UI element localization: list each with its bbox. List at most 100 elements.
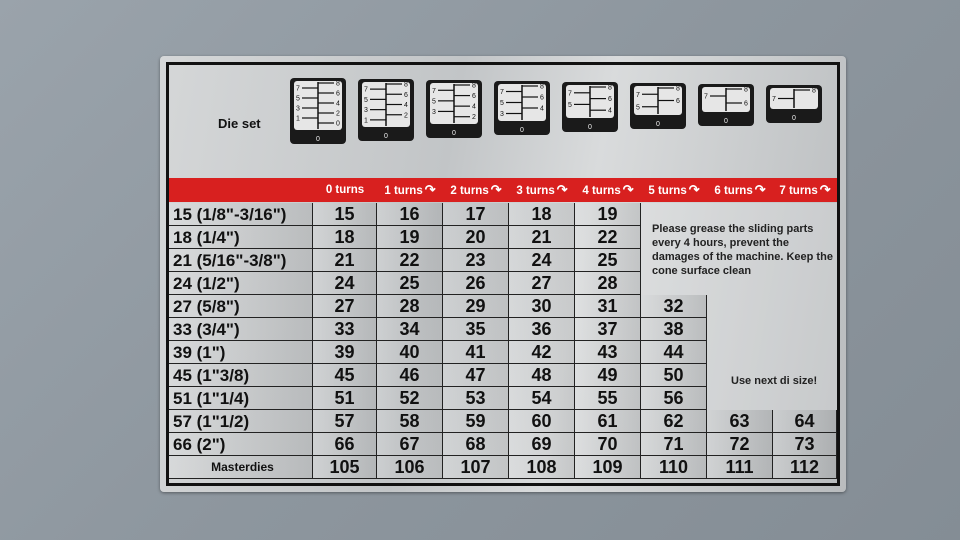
table-cell: 52 bbox=[377, 387, 443, 410]
table-cell: 67 bbox=[377, 433, 443, 456]
svg-text:8: 8 bbox=[812, 88, 816, 95]
table-cell: 18 bbox=[509, 203, 575, 226]
row-label: 15 (1/8"-3/16") bbox=[169, 203, 313, 226]
table-cell: 48 bbox=[509, 364, 575, 387]
svg-text:6: 6 bbox=[540, 95, 544, 102]
svg-text:0: 0 bbox=[452, 130, 456, 137]
table-cell: 30 bbox=[509, 295, 575, 318]
table-cell: 109 bbox=[575, 456, 641, 479]
svg-text:6: 6 bbox=[676, 98, 680, 105]
svg-text:0: 0 bbox=[336, 121, 340, 128]
svg-text:7: 7 bbox=[772, 96, 776, 103]
row-label: 24 (1/2") bbox=[169, 272, 313, 295]
table-cell: 18 bbox=[313, 226, 377, 249]
svg-text:1: 1 bbox=[364, 117, 368, 124]
table-cell: 73 bbox=[773, 433, 837, 456]
row-label: 33 (3/4") bbox=[169, 318, 313, 341]
clockwise-arrow-icon: ↷ bbox=[490, 182, 502, 197]
table-cell: 71 bbox=[641, 433, 707, 456]
table-cell: 28 bbox=[575, 272, 641, 295]
table-cell: 58 bbox=[377, 410, 443, 433]
table-cell: 37 bbox=[575, 318, 641, 341]
die-icon: 8 7 6 5 4 0 bbox=[562, 82, 618, 132]
svg-text:8: 8 bbox=[404, 82, 408, 89]
svg-text:7: 7 bbox=[500, 89, 504, 96]
row-label: Masterdies bbox=[169, 456, 313, 479]
table-cell: 72 bbox=[707, 433, 773, 456]
table-cell: 29 bbox=[443, 295, 509, 318]
svg-text:0: 0 bbox=[656, 121, 660, 128]
svg-text:8: 8 bbox=[744, 87, 748, 94]
svg-text:6: 6 bbox=[472, 93, 476, 100]
table-cell: 31 bbox=[575, 295, 641, 318]
svg-text:3: 3 bbox=[432, 109, 436, 116]
table-cell: 111 bbox=[707, 456, 773, 479]
svg-text:0: 0 bbox=[520, 127, 524, 134]
table-cell: 57 bbox=[313, 410, 377, 433]
clockwise-arrow-icon: ↷ bbox=[754, 182, 766, 197]
header-col-7: 7 turns ↷ bbox=[773, 178, 837, 202]
table-cell: 50 bbox=[641, 364, 707, 387]
svg-text:8: 8 bbox=[676, 86, 680, 93]
turns-header: 0 turns 1 turns ↷ 2 turns ↷ 3 turns ↷ 4 turns ↷ 5… bbox=[169, 178, 837, 202]
table-cell: 62 bbox=[641, 410, 707, 433]
table-cell: 49 bbox=[575, 364, 641, 387]
svg-text:8: 8 bbox=[336, 81, 340, 88]
header-col-3: 3 turns ↷ bbox=[509, 178, 575, 202]
table-cell: 22 bbox=[377, 249, 443, 272]
row-label: 18 (1/4") bbox=[169, 226, 313, 249]
svg-text:7: 7 bbox=[432, 88, 436, 95]
table-cell: 16 bbox=[377, 203, 443, 226]
table-cell: 64 bbox=[773, 410, 837, 433]
table-cell: 105 bbox=[313, 456, 377, 479]
table-cell: 63 bbox=[707, 410, 773, 433]
table-cell: 69 bbox=[509, 433, 575, 456]
svg-text:1: 1 bbox=[296, 116, 300, 123]
header-label: 0 turns bbox=[325, 184, 365, 196]
table-cell: 56 bbox=[641, 387, 707, 410]
note-area-2 bbox=[707, 295, 837, 410]
table-cell: 53 bbox=[443, 387, 509, 410]
svg-text:4: 4 bbox=[608, 108, 612, 115]
row-label: 45 (1"3/8) bbox=[169, 364, 313, 387]
table-cell: 46 bbox=[377, 364, 443, 387]
die-icon: 8 7 6 5 4 3 2 0 bbox=[426, 80, 482, 138]
clockwise-arrow-icon: ↷ bbox=[622, 182, 634, 197]
header-label: 2 turns bbox=[450, 185, 489, 197]
die-icon: 8 7 0 bbox=[766, 85, 822, 123]
svg-text:4: 4 bbox=[472, 104, 476, 111]
header-col-4: 4 turns ↷ bbox=[575, 178, 641, 202]
table-cell: 26 bbox=[443, 272, 509, 295]
row-label: 51 (1"1/4) bbox=[169, 387, 313, 410]
plate-frame bbox=[166, 62, 840, 486]
table-cell: 112 bbox=[773, 456, 837, 479]
svg-text:7: 7 bbox=[704, 94, 708, 101]
svg-text:6: 6 bbox=[608, 96, 612, 103]
table-cell: 21 bbox=[509, 226, 575, 249]
svg-text:0: 0 bbox=[384, 133, 388, 140]
svg-text:0: 0 bbox=[792, 115, 796, 122]
table-cell: 22 bbox=[575, 226, 641, 249]
clockwise-arrow-icon: ↷ bbox=[556, 182, 568, 197]
table-cell: 61 bbox=[575, 410, 641, 433]
die-icon: 8 7 6 0 bbox=[698, 84, 754, 126]
header-label: 6 turns bbox=[714, 185, 753, 197]
table-cell: 110 bbox=[641, 456, 707, 479]
die-set-label: Die set bbox=[218, 116, 261, 131]
table-cell: 27 bbox=[313, 295, 377, 318]
svg-text:3: 3 bbox=[296, 106, 300, 113]
next-size-note: Use next di size! bbox=[731, 375, 818, 387]
svg-text:6: 6 bbox=[404, 92, 408, 99]
clockwise-arrow-icon: ↷ bbox=[688, 182, 700, 197]
table-cell: 54 bbox=[509, 387, 575, 410]
table-cell: 28 bbox=[377, 295, 443, 318]
svg-text:0: 0 bbox=[724, 118, 728, 125]
row-label: 57 (1"1/2) bbox=[169, 410, 313, 433]
svg-text:8: 8 bbox=[608, 85, 612, 92]
table-cell: 38 bbox=[641, 318, 707, 341]
note-area bbox=[641, 203, 837, 295]
svg-text:5: 5 bbox=[568, 102, 572, 109]
table-cell: 24 bbox=[313, 272, 377, 295]
table-cell: 47 bbox=[443, 364, 509, 387]
